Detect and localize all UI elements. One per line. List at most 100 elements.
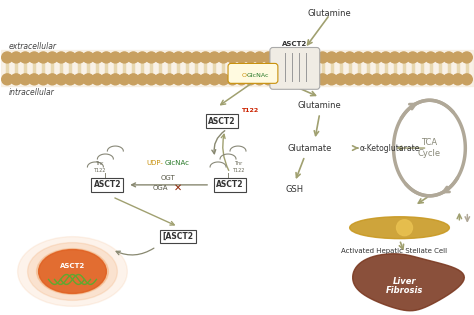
Circle shape (182, 74, 193, 85)
Circle shape (434, 52, 445, 63)
Circle shape (92, 52, 103, 63)
Text: Activated Hepatic Stellate Cell: Activated Hepatic Stellate Cell (341, 248, 447, 254)
Ellipse shape (36, 249, 109, 295)
Circle shape (209, 74, 220, 85)
Circle shape (353, 52, 364, 63)
Circle shape (290, 52, 301, 63)
Circle shape (272, 74, 283, 85)
Circle shape (155, 52, 166, 63)
Circle shape (218, 52, 229, 63)
Text: TCA
Cycle: TCA Cycle (418, 138, 441, 158)
Text: OGA: OGA (153, 185, 168, 191)
Circle shape (398, 74, 409, 85)
Circle shape (416, 52, 427, 63)
Circle shape (128, 52, 139, 63)
Circle shape (272, 52, 283, 63)
Circle shape (83, 74, 94, 85)
Circle shape (20, 74, 31, 85)
Circle shape (29, 52, 40, 63)
Circle shape (101, 74, 112, 85)
Circle shape (236, 52, 247, 63)
Text: UDP-: UDP- (146, 160, 163, 166)
Circle shape (389, 52, 400, 63)
Circle shape (326, 52, 337, 63)
Circle shape (299, 74, 310, 85)
Circle shape (65, 74, 76, 85)
FancyBboxPatch shape (270, 48, 320, 89)
Text: Thr: Thr (234, 161, 242, 166)
Text: GlcNAc: GlcNAc (246, 73, 269, 78)
Circle shape (344, 52, 355, 63)
Circle shape (101, 52, 112, 63)
Circle shape (119, 52, 130, 63)
Circle shape (452, 52, 463, 63)
Circle shape (353, 74, 364, 85)
Text: ASCT2: ASCT2 (208, 117, 236, 126)
Circle shape (227, 74, 238, 85)
Circle shape (164, 52, 175, 63)
Text: T122: T122 (241, 108, 259, 113)
FancyBboxPatch shape (228, 63, 278, 83)
Circle shape (191, 52, 202, 63)
Circle shape (146, 74, 157, 85)
Circle shape (317, 74, 328, 85)
Ellipse shape (27, 243, 118, 301)
Circle shape (263, 52, 274, 63)
Text: Glutamine: Glutamine (308, 9, 352, 18)
Circle shape (92, 74, 103, 85)
Text: O-: O- (241, 73, 249, 78)
Text: ✕: ✕ (174, 183, 182, 193)
Circle shape (461, 74, 472, 85)
Ellipse shape (350, 217, 449, 239)
Circle shape (2, 52, 13, 63)
Circle shape (263, 74, 274, 85)
Circle shape (434, 74, 445, 85)
Ellipse shape (18, 237, 128, 306)
Circle shape (110, 52, 121, 63)
Text: Glutamate: Glutamate (288, 144, 332, 152)
Circle shape (407, 52, 418, 63)
Text: T122: T122 (232, 168, 244, 173)
Circle shape (56, 52, 67, 63)
Circle shape (254, 74, 265, 85)
Circle shape (335, 52, 346, 63)
Circle shape (308, 74, 319, 85)
Circle shape (200, 52, 211, 63)
Circle shape (461, 52, 472, 63)
Ellipse shape (397, 220, 412, 236)
Circle shape (290, 74, 301, 85)
Circle shape (362, 74, 373, 85)
Circle shape (128, 74, 139, 85)
Circle shape (20, 52, 31, 63)
Circle shape (326, 74, 337, 85)
Text: α-Ketoglutarate: α-Ketoglutarate (359, 144, 420, 152)
Circle shape (191, 74, 202, 85)
Circle shape (74, 52, 85, 63)
Text: T122: T122 (93, 168, 106, 173)
Circle shape (425, 52, 436, 63)
Circle shape (371, 74, 382, 85)
Circle shape (407, 74, 418, 85)
Circle shape (137, 52, 148, 63)
Text: ASCT2: ASCT2 (282, 42, 308, 48)
Circle shape (371, 52, 382, 63)
Circle shape (47, 52, 58, 63)
Circle shape (344, 74, 355, 85)
Text: [ASCT2: [ASCT2 (163, 232, 194, 241)
Circle shape (11, 52, 22, 63)
Circle shape (47, 74, 58, 85)
Circle shape (227, 52, 238, 63)
Circle shape (146, 52, 157, 63)
Circle shape (236, 74, 247, 85)
Circle shape (425, 74, 436, 85)
Text: ASCT2: ASCT2 (216, 180, 244, 189)
Circle shape (281, 52, 292, 63)
Text: Thr: Thr (95, 161, 103, 166)
Text: GSH: GSH (286, 185, 304, 194)
Circle shape (380, 52, 391, 63)
Text: Fibrosis: Fibrosis (386, 286, 423, 295)
Circle shape (209, 52, 220, 63)
Circle shape (38, 52, 49, 63)
Text: ASCT2: ASCT2 (94, 180, 121, 189)
Circle shape (38, 74, 49, 85)
